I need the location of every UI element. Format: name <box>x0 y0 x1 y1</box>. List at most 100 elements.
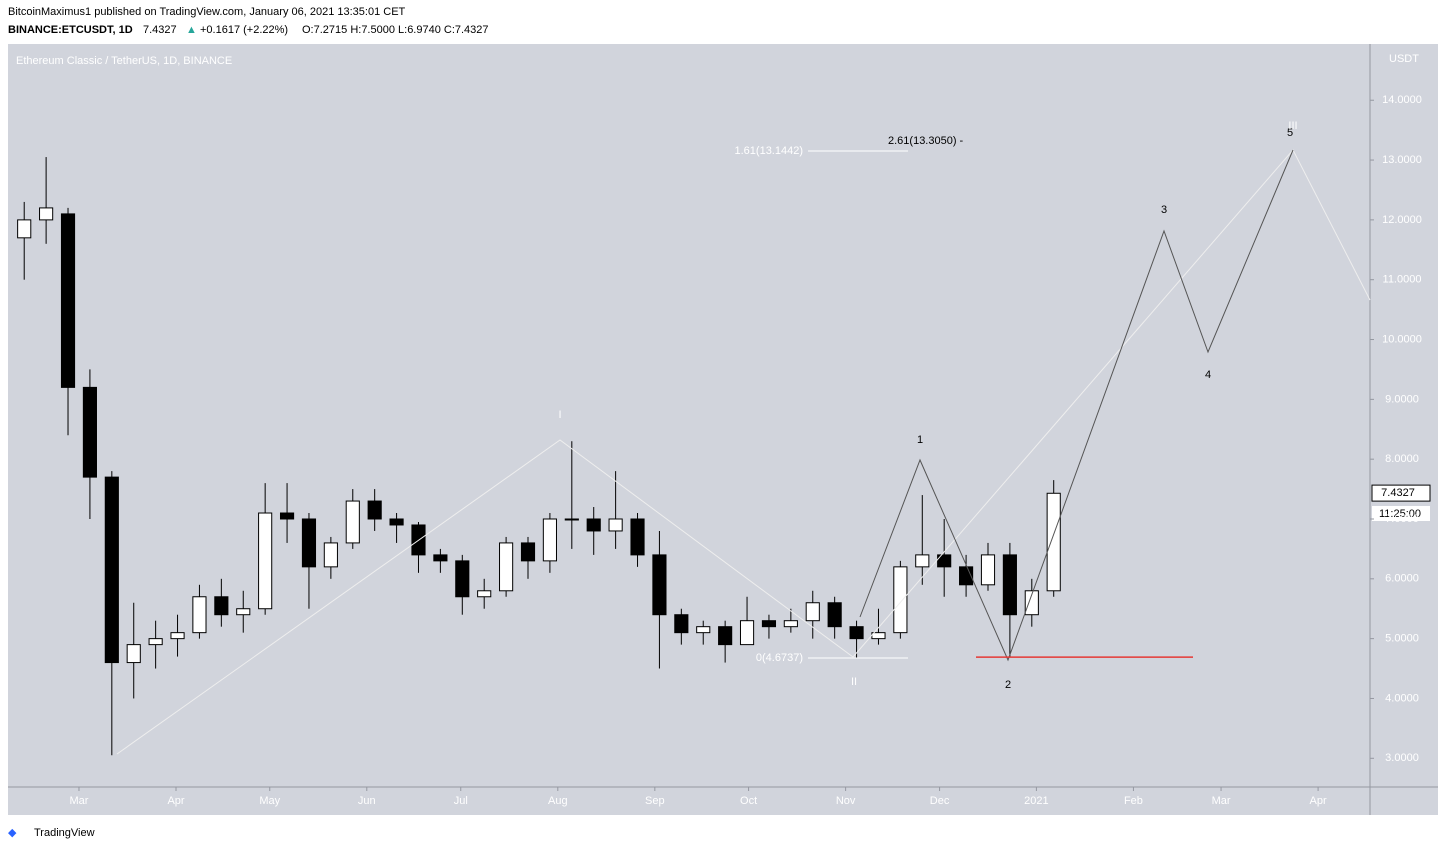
candle-body <box>805 602 820 622</box>
candle-body <box>608 518 623 532</box>
countdown: 11:25:00 <box>1379 508 1421 520</box>
y-tick-label: 3.0000 <box>1385 752 1419 764</box>
wave-label: 2 <box>1005 679 1011 691</box>
candle-body <box>126 644 141 664</box>
x-tick-label: Sep <box>645 795 665 807</box>
candle-body <box>674 614 689 634</box>
y-tick-label: 5.0000 <box>1385 633 1419 645</box>
candle-body <box>301 518 317 568</box>
x-tick-label: Jul <box>454 795 468 807</box>
x-tick-label: Dec <box>930 795 950 807</box>
candle-body <box>718 626 733 646</box>
candle-body <box>170 632 185 640</box>
candle-body <box>1002 554 1017 616</box>
candle-body <box>17 219 32 239</box>
wave-line <box>116 439 854 755</box>
candle-body <box>980 554 996 586</box>
candle-body <box>367 500 382 520</box>
candle-body <box>279 512 295 520</box>
candle-body <box>192 596 207 634</box>
y-tick-label: 13.0000 <box>1382 154 1422 166</box>
last: 7.4327 <box>143 24 177 36</box>
wave-label: 5 <box>1287 127 1293 139</box>
candle-body <box>1024 590 1039 616</box>
candle-body <box>389 518 404 526</box>
logo: ◆ <box>8 827 17 839</box>
x-tick-label: Jun <box>358 795 376 807</box>
wave-label: 1 <box>917 434 923 446</box>
candle-body <box>937 554 952 568</box>
y-tick-label: 4.0000 <box>1385 692 1419 704</box>
candle-body <box>1046 492 1061 592</box>
candle-body <box>630 518 645 556</box>
price-axis <box>1370 44 1438 787</box>
candle-body <box>60 213 76 388</box>
candle-body <box>104 476 119 664</box>
y-tick-label: 7.0000 <box>1385 513 1419 525</box>
candle-body <box>696 626 711 634</box>
wave-line <box>859 149 1294 662</box>
y-tick-label: 11.0000 <box>1383 274 1422 286</box>
wave-label: II <box>851 676 857 688</box>
x-tick-label: Apr <box>167 795 184 807</box>
candle-body <box>433 554 448 562</box>
y-tick-label: 8.0000 <box>1385 453 1419 465</box>
y-axis-label: USDT <box>1389 53 1419 65</box>
x-tick-label: Feb <box>1124 795 1143 807</box>
candle-body <box>520 542 536 562</box>
candle-body <box>761 620 777 628</box>
x-tick-label: Apr <box>1310 795 1327 807</box>
candle-body <box>236 608 251 616</box>
candle-body <box>915 554 930 568</box>
last-price-label: 7.4327 <box>1381 487 1415 499</box>
fib-label: 1.61(13.1442) <box>735 145 804 157</box>
brand: TradingView <box>34 827 95 839</box>
x-tick-label: Mar <box>69 795 88 807</box>
fib-label: 2.61(13.3050) - <box>888 135 964 147</box>
y-tick-label: 6.0000 <box>1385 573 1419 585</box>
wave-label: I <box>558 409 561 421</box>
x-tick-label: Oct <box>740 795 757 807</box>
candle-body <box>148 638 163 646</box>
countdown-box <box>1372 506 1430 521</box>
y-tick-label: 14.0000 <box>1382 94 1422 106</box>
candle-body <box>652 554 667 616</box>
candle-body <box>214 596 229 616</box>
publish-line: BitcoinMaximus1 published on TradingView… <box>8 6 406 18</box>
chart-title: Ethereum Classic / TetherUS, 1D, BINANCE <box>16 55 232 67</box>
wave-label: 4 <box>1205 369 1211 381</box>
y-tick-label: 10.0000 <box>1382 333 1422 345</box>
x-tick-label: Aug <box>548 795 568 807</box>
wave-label: 3 <box>1161 204 1167 216</box>
ohlc: O:7.2715 H:7.5000 L:6.9740 C:7.4327 <box>302 24 489 36</box>
wave-lines <box>116 149 1371 755</box>
candle-body <box>783 620 798 628</box>
time-axis <box>8 787 1438 815</box>
candle-body <box>739 620 755 646</box>
candle-body <box>345 500 360 544</box>
candle-body <box>586 518 601 532</box>
fib-label: 0(4.6737) <box>756 652 803 664</box>
candle-body <box>827 602 842 628</box>
candle-body <box>542 518 557 562</box>
candle-body <box>893 566 908 634</box>
last-price-box <box>1371 484 1431 502</box>
x-tick-label: Nov <box>836 795 856 807</box>
x-tick-label: May <box>259 795 280 807</box>
candle-body <box>499 542 514 592</box>
symbol: BINANCE:ETCUSDT, 1D <box>8 24 133 36</box>
candle-body <box>258 512 273 610</box>
candle-body <box>323 542 338 568</box>
y-tick-label: 12.0000 <box>1382 214 1422 226</box>
change: +0.1617 (+2.22%) <box>200 24 288 36</box>
y-tick-label: 9.0000 <box>1385 393 1419 405</box>
candle-body <box>39 207 54 221</box>
x-tick-label: 2021 <box>1024 795 1048 807</box>
x-tick-label: Mar <box>1212 795 1231 807</box>
candle-body <box>849 626 864 640</box>
wave-label: III <box>1288 120 1297 132</box>
candle-body <box>455 560 470 598</box>
arrow: ▲ <box>186 24 197 36</box>
candle-body <box>477 590 492 598</box>
